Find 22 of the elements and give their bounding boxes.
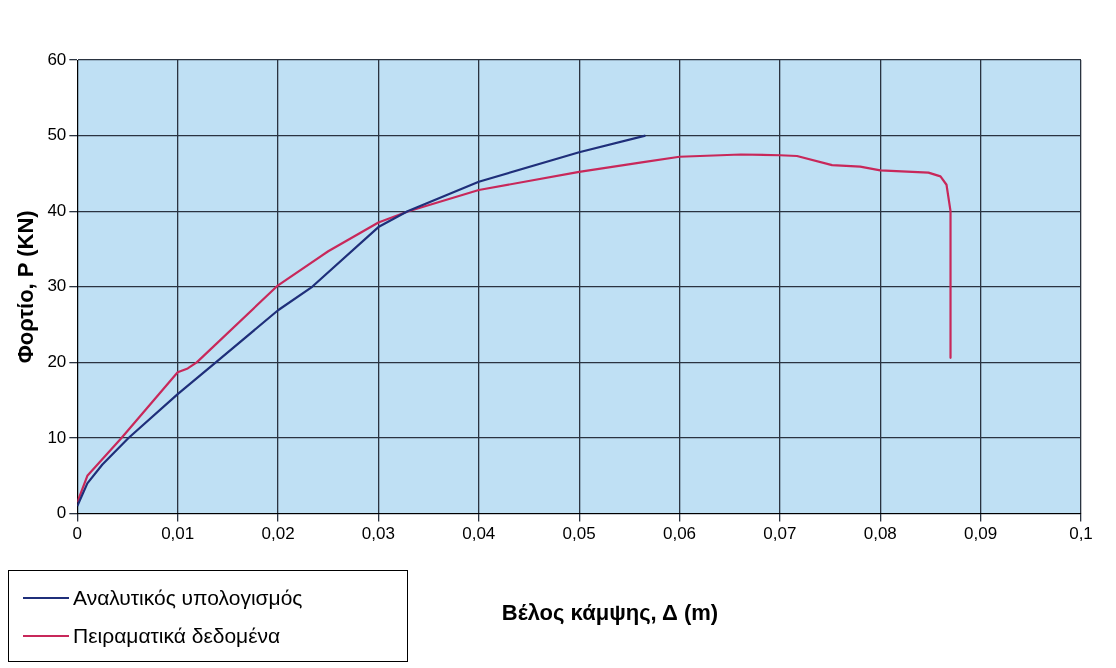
x-tick-label: 0,05 bbox=[562, 524, 596, 544]
x-tick-label: 0,09 bbox=[964, 524, 998, 544]
x-axis-title: Βέλος κάμψης, Δ (m) bbox=[500, 600, 720, 626]
x-tick-label: 0,03 bbox=[361, 524, 395, 544]
legend-label: Αναλυτικός υπολογισμός bbox=[73, 586, 303, 610]
y-tick-label: 20 bbox=[47, 352, 67, 372]
x-tick-label: 0,02 bbox=[261, 524, 295, 544]
legend-label: Πειραματικά δεδομένα bbox=[73, 624, 281, 648]
x-tick-label: 0,06 bbox=[662, 524, 697, 544]
y-tick-label: 50 bbox=[47, 125, 67, 145]
x-tick-label: 0,01 bbox=[161, 524, 195, 544]
x-tick-label: 0 bbox=[72, 524, 83, 544]
y-tick-label: 10 bbox=[47, 427, 67, 447]
y-tick-label: 40 bbox=[47, 200, 67, 220]
x-tick-label: 0,1 bbox=[1069, 524, 1093, 544]
x-tick-label: 0,04 bbox=[462, 524, 496, 544]
y-tick-label: 0 bbox=[56, 503, 67, 523]
x-tick-label: 0,07 bbox=[763, 524, 797, 544]
x-tick-label: 0,08 bbox=[863, 524, 897, 544]
y-axis-title: Φορτίο, P (KN) bbox=[13, 210, 39, 364]
y-tick-label: 30 bbox=[47, 276, 67, 296]
y-tick-label: 60 bbox=[47, 49, 67, 69]
